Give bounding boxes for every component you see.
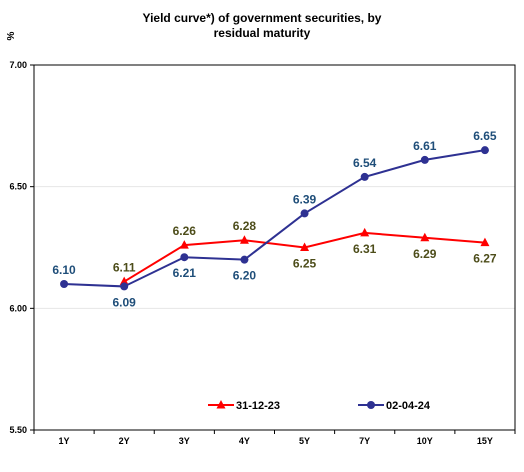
data-label: 6.25 [293,257,317,271]
y-axis-unit-label: % [6,31,17,40]
data-label: 6.54 [353,156,377,170]
plot-frame [33,64,516,431]
data-label: 6.26 [173,224,197,238]
x-tick-label: 2Y [119,436,130,446]
data-label: 6.31 [353,242,377,256]
y-tick-label: 6.50 [9,182,27,192]
data-point [180,253,189,262]
y-tick-label: 5.50 [9,425,27,435]
data-label: 6.28 [233,219,257,233]
data-point [480,146,489,155]
chart-title: Yield curve*) of government securities, … [143,11,382,40]
legend-label: 31-12-23 [236,400,280,412]
data-point [420,232,430,242]
data-label: 6.61 [413,139,437,153]
data-point [300,209,309,218]
legend-item: 31-12-23 [208,400,280,412]
series-02-04-24: 6.10 6.09 6.21 6.20 6.39 6.54 6.61 6.65 [52,129,497,309]
data-point [239,235,249,244]
legend-label: 02-04-24 [386,400,431,412]
data-point [360,227,370,237]
x-tick-label: 7Y [359,436,370,446]
data-point [480,237,490,247]
data-point [179,240,189,249]
data-point [119,276,129,286]
legend-marker [216,400,226,409]
legend-item: 02-04-24 [358,400,431,412]
data-label: 6.65 [473,129,497,143]
data-label: 6.29 [413,247,437,261]
x-tick-label: 15Y [477,436,493,446]
x-tick-label: 3Y [179,436,190,446]
data-point [300,242,310,251]
data-point [420,155,429,164]
data-label: 6.21 [173,266,197,280]
data-point [360,172,369,181]
x-tick-label: 10Y [417,436,433,446]
y-tick-label: 7.00 [9,60,27,70]
y-tick-label: 6.00 [9,303,27,313]
data-point [60,280,69,288]
data-label: 6.39 [293,192,317,206]
series-31-12-23: 6.11 6.26 6.28 6.25 6.31 6.29 6.27 [113,219,497,286]
data-label: 6.11 [113,261,136,275]
data-label: 6.20 [233,269,257,283]
x-tick-label: 1Y [59,436,70,446]
data-point [120,282,129,291]
x-tick-label: 5Y [299,436,310,446]
legend: 31-12-23 02-04-24 [208,400,431,412]
legend-marker [367,401,375,409]
data-point [240,255,249,264]
data-label: 6.10 [52,263,76,277]
chart-title-line: residual maturity [214,26,311,40]
chart-title-line: Yield curve*) of government securities, … [143,11,382,25]
data-label: 6.27 [473,252,497,266]
x-tick-label: 4Y [239,436,250,446]
data-label: 6.09 [113,295,137,309]
series-line [64,149,486,288]
